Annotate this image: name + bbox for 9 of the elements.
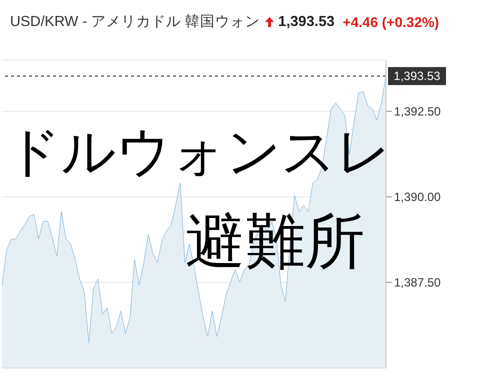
y-tick-label: 1,390.00 <box>394 190 442 204</box>
text: +4.46 (+0.32%) <box>342 14 440 30</box>
text: 1,393.53 <box>278 14 335 30</box>
y-tick-label: 1,392.50 <box>394 104 442 119</box>
annotation: 避難所 <box>185 209 365 275</box>
chart-title: USD/KRW - アメリカドル 韓国ウォン <box>10 13 260 31</box>
ref-line-label: 1,393.53 <box>394 69 441 84</box>
y-tick-label: 1,387.50 <box>394 276 442 290</box>
annotation: ドルウォンスレ <box>6 122 391 182</box>
